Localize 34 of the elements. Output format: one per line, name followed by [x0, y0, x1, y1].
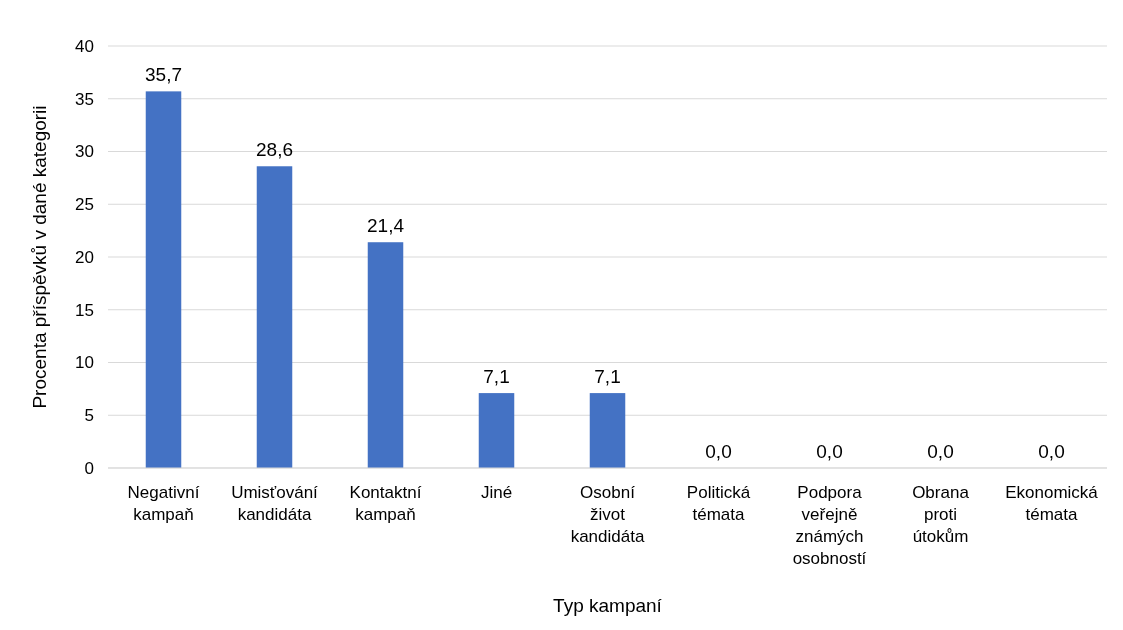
data-label: 7,1 [483, 366, 510, 388]
data-label: 21,4 [367, 215, 405, 237]
bar [367, 242, 404, 468]
data-label: 7,1 [594, 366, 621, 388]
data-label: 0,0 [1038, 441, 1065, 462]
x-tick-label: Ekonomická témata [1005, 483, 1099, 524]
data-label: 0,0 [816, 441, 843, 462]
y-axis-title: Procenta příspěvků v dané kategorii [29, 105, 50, 409]
y-tick-label: 5 [84, 406, 94, 426]
x-tick-label: Osobní život kandidáta [570, 483, 645, 546]
x-tick-label: Negativní kampaň [127, 483, 200, 524]
data-label: 0,0 [927, 441, 954, 462]
y-tick-label: 30 [75, 142, 94, 162]
y-tick-label: 15 [75, 300, 94, 320]
y-tick-label: 40 [75, 36, 94, 56]
y-tick-label: 25 [75, 195, 94, 215]
data-label: 0,0 [705, 441, 732, 462]
x-tick-label: Kontaktní kampaň [349, 483, 422, 524]
x-tick-label: Umisťování kandidáta [231, 483, 319, 524]
bar [256, 166, 293, 468]
bar [589, 393, 626, 468]
data-label: 28,6 [256, 139, 293, 161]
bar [478, 393, 515, 468]
y-tick-label: 20 [75, 247, 94, 267]
data-label: 35,7 [145, 64, 182, 86]
y-tick-label: 10 [75, 353, 94, 373]
x-tick-label: Jiné [480, 483, 513, 502]
x-tick-label: Obrana proti útokům [912, 483, 970, 546]
x-tick-label: Politická témata [686, 483, 751, 524]
y-tick-label: 0 [84, 458, 94, 478]
y-tick-label: 35 [75, 89, 94, 109]
x-tick-label: Podpora veřejně známých osobností [792, 483, 867, 568]
x-axis-title: Typ kampaní [553, 595, 663, 616]
bar [145, 91, 182, 468]
